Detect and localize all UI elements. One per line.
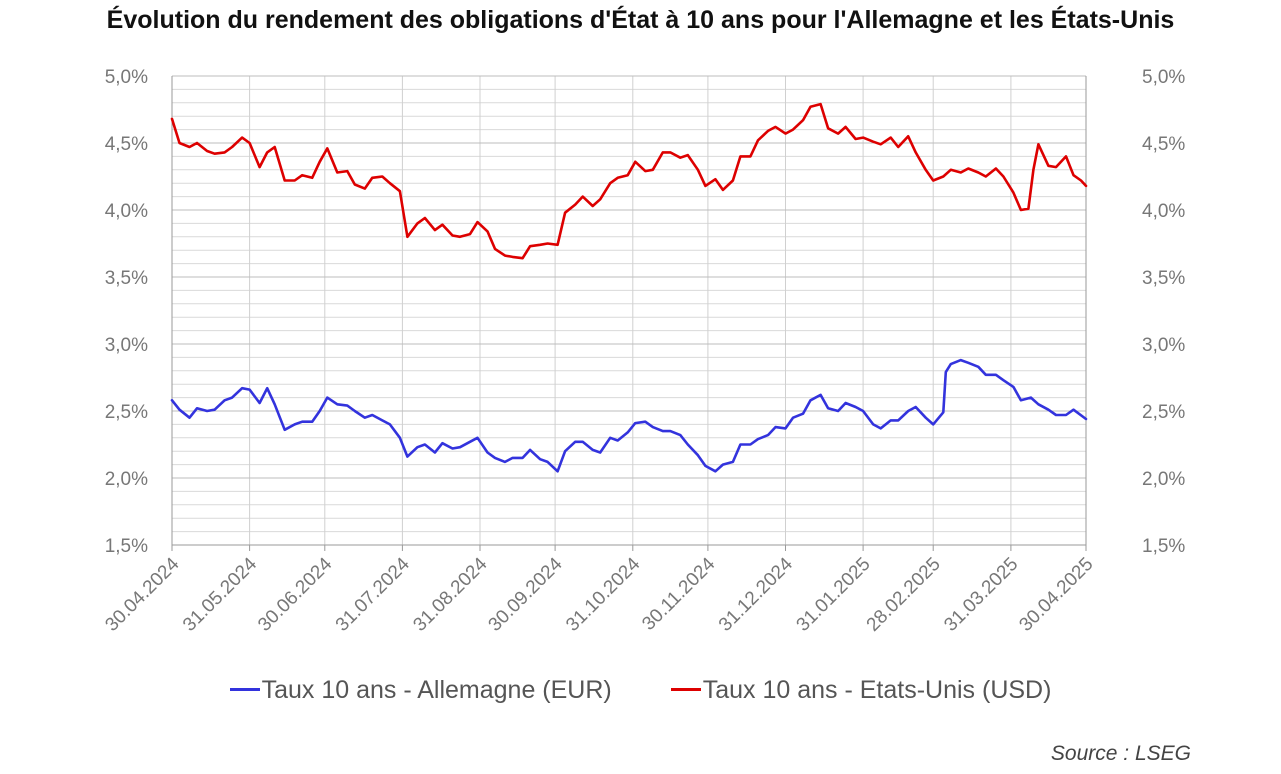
y-tick-label-right: 3,5% <box>1142 268 1185 289</box>
x-tick-label: 30.09.2024 <box>485 553 567 635</box>
legend: Taux 10 ans - Allemagne (EUR) Taux 10 an… <box>0 676 1281 705</box>
legend-label-germany: Taux 10 ans - Allemagne (EUR) <box>261 676 612 704</box>
x-tick-label: 31.07.2024 <box>332 553 414 635</box>
y-tick-label-left: 5,0% <box>105 67 148 88</box>
y-tick-label-right: 4,5% <box>1142 134 1185 155</box>
x-tick-label: 31.05.2024 <box>179 553 261 635</box>
x-tick-label: 30.04.2024 <box>101 553 183 635</box>
legend-swatch-usa <box>670 687 701 691</box>
y-tick-label-left: 4,5% <box>105 134 148 155</box>
x-tick-label: 31.08.2024 <box>409 553 491 635</box>
x-tick-label: 31.01.2025 <box>793 554 875 636</box>
y-tick-label-right: 2,5% <box>1142 402 1185 423</box>
x-tick-label: 30.06.2024 <box>254 553 336 635</box>
series-line-usa <box>170 102 1088 260</box>
y-tick-label-left: 4,0% <box>105 201 148 222</box>
tick-labels: 1,5% 1,5% 2,0% 2,0% 2,5% 2,5% 3,0% 3,0% 3,5% 3,5%… <box>101 67 1185 636</box>
y-tick-label-left: 3,5% <box>105 268 148 289</box>
y-tick-label-right: 5,0% <box>1142 67 1185 88</box>
y-tick-label-right: 1,5% <box>1142 536 1185 557</box>
x-tick-label: 31.03.2025 <box>940 554 1022 636</box>
axes <box>171 76 1087 551</box>
y-tick-label-left: 3,0% <box>105 335 148 356</box>
chart-title: Évolution du rendement des obligations d… <box>106 6 1175 34</box>
gridlines <box>171 75 1087 546</box>
legend-item-germany: Taux 10 ans - Allemagne (EUR) <box>229 676 612 705</box>
x-tick-label: 30.11.2024 <box>638 553 719 634</box>
y-tick-label-right: 3,0% <box>1142 335 1185 356</box>
source-note: Source : LSEG <box>1050 742 1191 765</box>
y-tick-label-left: 2,5% <box>105 402 148 423</box>
legend-swatch-germany <box>229 687 260 691</box>
legend-item-usa: Taux 10 ans - Etats-Unis (USD) <box>670 676 1052 705</box>
x-tick-label: 28.02.2025 <box>863 554 945 636</box>
x-tick-label: 30.04.2025 <box>1015 554 1097 636</box>
series-lines <box>170 102 1088 473</box>
y-tick-label-right: 2,0% <box>1142 469 1185 490</box>
y-tick-label-right: 4,0% <box>1142 201 1185 222</box>
series-line-germany <box>170 358 1088 473</box>
y-tick-label-left: 2,0% <box>105 469 148 490</box>
y-tick-label-left: 1,5% <box>105 536 148 557</box>
x-tick-label: 31.10.2024 <box>562 553 644 635</box>
legend-label-usa: Taux 10 ans - Etats-Unis (USD) <box>702 676 1052 704</box>
x-tick-label: 31.12.2024 <box>715 553 797 635</box>
